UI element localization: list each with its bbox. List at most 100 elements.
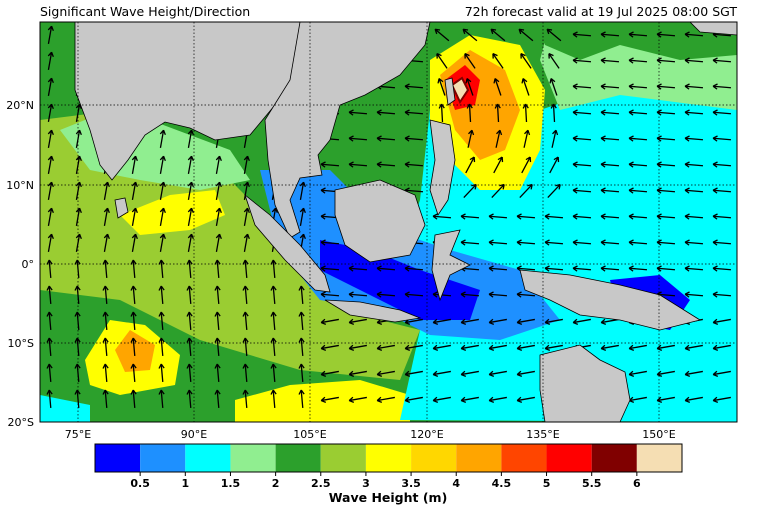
arrow (376, 135, 396, 142)
arrow (600, 187, 620, 194)
arrow (102, 337, 109, 357)
wave-region (450, 76, 470, 105)
land (431, 229, 471, 302)
arrow (75, 155, 82, 174)
arrow (270, 363, 277, 383)
arrow (376, 396, 395, 403)
arrow (600, 31, 620, 38)
colorbar-swatch (230, 444, 276, 472)
arrow (432, 213, 452, 220)
arrow (521, 77, 530, 96)
land (539, 344, 631, 422)
arrow (242, 363, 249, 383)
arrow (320, 370, 339, 377)
arrow (488, 239, 508, 246)
arrow (214, 389, 221, 409)
arrow (656, 135, 676, 142)
arrow (600, 57, 620, 64)
arrow (270, 389, 277, 409)
wave-region (40, 395, 90, 422)
colorbar-label: Wave Height (m) (329, 490, 448, 505)
colorbar-tick-label: 3.5 (401, 477, 421, 490)
arrow (320, 161, 340, 168)
arrow (270, 337, 277, 357)
arrow (130, 389, 137, 409)
arrow (376, 109, 396, 116)
arrow (488, 291, 508, 298)
colorbar-swatch (275, 444, 321, 472)
arrow (215, 155, 222, 174)
colorbar: 0.5 1 1.5 2 2.5 3 3.5 4 4.5 5 5.5 6 (94, 443, 683, 490)
arrow (712, 187, 732, 194)
arrow (376, 291, 396, 298)
arrow (131, 233, 138, 252)
arrow (47, 51, 54, 70)
arrow (243, 233, 250, 252)
land (244, 193, 331, 293)
arrow (684, 344, 703, 351)
arrow (46, 337, 53, 357)
arrow (320, 239, 340, 246)
lon-label: 135°E (526, 428, 559, 441)
arrow (572, 161, 592, 168)
arrow (46, 389, 53, 409)
arrow (488, 318, 507, 325)
arrow (74, 337, 81, 357)
arrow (494, 103, 501, 123)
arrow (656, 396, 675, 403)
arrow (158, 285, 165, 305)
arrow (320, 265, 340, 272)
arrow (465, 77, 474, 96)
arrow (572, 213, 592, 220)
arrow (159, 129, 166, 148)
arrow (298, 337, 305, 357)
arrow (348, 318, 367, 325)
arrow (628, 83, 648, 90)
arrow (467, 129, 475, 148)
wave-region (120, 190, 225, 235)
arrow (438, 103, 445, 123)
arrow (102, 389, 109, 409)
arrow (376, 265, 396, 272)
arrow (432, 344, 451, 351)
lon-label: 120°E (410, 428, 443, 441)
arrow (572, 135, 592, 142)
arrow (348, 370, 367, 377)
arrow (544, 239, 564, 246)
arrow (404, 344, 423, 351)
arrow (466, 103, 473, 123)
arrow (546, 28, 562, 42)
colorbar-swatch (456, 444, 502, 472)
colorbar-swatch (411, 444, 457, 472)
arrow (490, 28, 506, 42)
arrow (102, 311, 109, 331)
map (40, 22, 737, 422)
arrow (628, 370, 647, 377)
arrow (158, 389, 165, 409)
arrow (712, 57, 732, 64)
arrow (186, 337, 193, 357)
arrow (242, 337, 249, 357)
colorbar-tick-label: 3 (362, 477, 370, 490)
arrow (215, 207, 222, 226)
arrow (684, 396, 703, 403)
arrow (628, 57, 648, 64)
arrow (493, 77, 502, 96)
arrow (130, 311, 137, 331)
arrow (320, 291, 340, 298)
arrow (103, 233, 110, 252)
arrow (465, 156, 476, 174)
arrow (46, 363, 53, 383)
arrow (404, 83, 424, 90)
arrow (159, 233, 166, 252)
colorbar-tick-label: 4 (452, 477, 460, 490)
arrow (47, 233, 54, 252)
arrow (214, 363, 221, 383)
wave-region (540, 22, 737, 60)
arrow (187, 155, 194, 174)
arrow (460, 213, 480, 220)
arrow (712, 291, 732, 298)
arrow (460, 291, 480, 298)
map-frame (39, 21, 738, 423)
